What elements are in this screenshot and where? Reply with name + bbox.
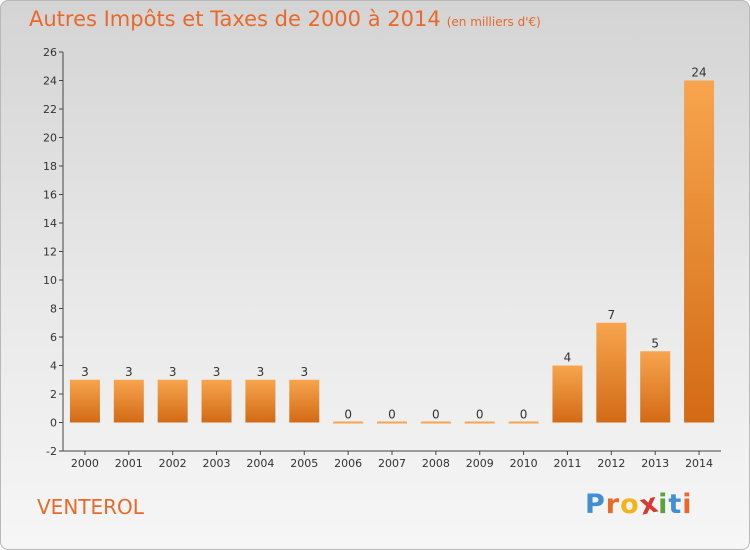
bar [508,421,539,424]
x-tick-label: 2001 [115,457,143,470]
bar [640,351,671,423]
place-name: VENTEROL [37,495,144,519]
y-tick-label: 6 [50,331,57,344]
data-label: 0 [476,408,484,422]
bar [552,365,583,423]
x-tick-label: 2010 [510,457,538,470]
logo-letter: t [668,489,683,520]
y-tick-label: 0 [50,417,57,430]
x-tick-label: 2004 [246,457,274,470]
y-tick-label: 18 [43,160,57,173]
data-label: 0 [344,408,352,422]
data-label: 7 [608,308,616,322]
y-tick-label: 22 [43,103,57,116]
x-tick-label: 2000 [71,457,99,470]
bar [289,379,320,423]
logo-letter: i [658,489,669,520]
data-label: 3 [125,365,133,379]
bar [377,421,407,424]
x-tick-label: 2003 [203,457,231,470]
bar [596,322,627,423]
bar [157,379,188,423]
data-label: 24 [691,66,706,80]
logo-letter: r [605,489,621,520]
y-tick-label: 8 [50,303,57,316]
x-tick-label: 2009 [466,457,494,470]
data-label: 3 [213,365,221,379]
data-label: 3 [169,365,177,379]
bar [464,421,495,424]
logo-letter: i [682,489,693,520]
bar [69,379,100,423]
bar [333,421,364,424]
data-label: 3 [257,365,265,379]
y-tick-label: 20 [43,132,57,145]
logo-letter: P [585,489,606,520]
x-tick-label: 2005 [290,457,318,470]
chart-title-text: Autres Impôts et Taxes de 2000 à 2014 [29,7,441,31]
y-tick-label: 12 [43,246,57,259]
proxiti-logo: Proxiti [585,487,693,521]
y-tick-label: 14 [43,217,57,230]
x-tick-label: 2011 [553,457,581,470]
y-tick-label: 26 [43,46,57,59]
data-label: 3 [81,365,89,379]
chart-title: Autres Impôts et Taxes de 2000 à 2014 (en… [29,7,541,31]
x-tick-label: 2013 [641,457,669,470]
y-tick-label: 16 [43,189,57,202]
chart-subtitle: (en milliers d'€) [446,15,541,29]
bar [684,80,715,423]
bar [201,379,232,423]
data-label: 3 [300,365,308,379]
x-tick-label: 2002 [159,457,187,470]
y-tick-label: -2 [46,445,57,458]
y-tick-label: 10 [43,274,57,287]
x-tick-label: 2014 [685,457,713,470]
y-tick-label: 2 [50,388,57,401]
bar [245,379,276,423]
x-tick-label: 2008 [422,457,450,470]
logo-letter: o [620,489,640,520]
x-tick-label: 2012 [597,457,625,470]
data-label: 5 [651,336,659,350]
data-label: 0 [388,408,396,422]
data-label: 0 [432,408,440,422]
data-label: 0 [520,408,528,422]
data-label: 4 [564,351,572,365]
y-tick-label: 24 [43,75,57,88]
y-tick-label: 4 [50,360,57,373]
bar [113,379,144,423]
bar [420,421,451,424]
x-tick-label: 2007 [378,457,406,470]
x-tick-label: 2006 [334,457,362,470]
